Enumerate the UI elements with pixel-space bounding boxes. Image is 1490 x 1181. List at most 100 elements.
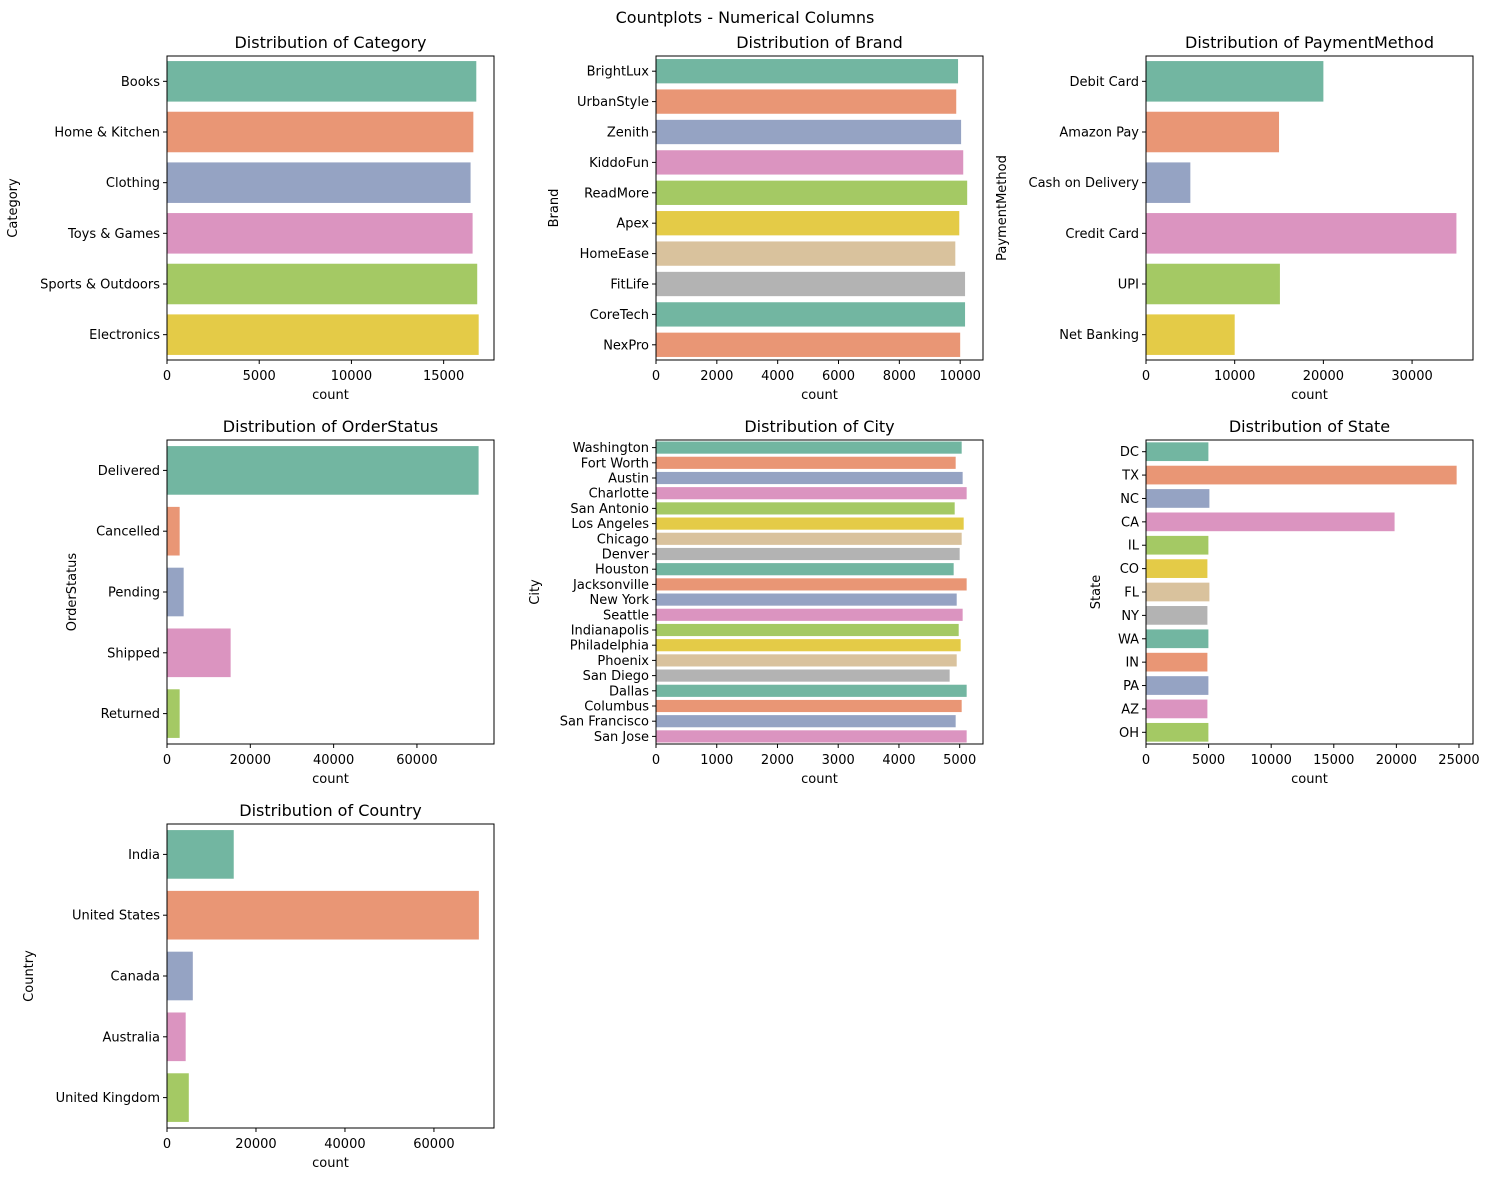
y-tick-label: Cancelled	[96, 525, 160, 540]
bar	[167, 830, 234, 879]
axes-frame	[655, 55, 984, 361]
bar	[656, 332, 961, 357]
y-axis-label: PaymentMethod	[995, 155, 1010, 261]
x-axis-label: count	[1291, 772, 1328, 787]
x-tick-label: 30000	[1391, 369, 1432, 384]
x-tick-label: 10000	[1214, 369, 1255, 384]
bar	[1146, 722, 1209, 742]
y-axis-label: State	[1089, 575, 1104, 609]
x-tick-label: 40000	[324, 1137, 365, 1152]
y-tick-label: IN	[1125, 656, 1139, 671]
bar	[1146, 111, 1280, 153]
axes-frame	[166, 55, 495, 361]
bar	[1146, 314, 1235, 355]
y-tick-label: UPI	[1118, 278, 1139, 293]
x-axis-label: count	[312, 388, 349, 403]
y-tick-label: Jacksonville	[572, 578, 649, 593]
x-tick-label: 0	[163, 369, 171, 384]
bar	[656, 502, 955, 515]
bar	[1146, 535, 1209, 555]
y-tick-label: Net Banking	[1059, 328, 1139, 343]
axes-frame	[166, 823, 495, 1129]
x-tick-label: 10000	[1251, 753, 1292, 768]
x-tick-label: 20000	[1303, 369, 1344, 384]
y-tick-label: CoreTech	[590, 308, 649, 323]
bar	[656, 487, 967, 500]
y-tick-label: Seattle	[603, 608, 649, 623]
x-tick-label: 5000	[243, 369, 276, 384]
bar	[167, 628, 231, 678]
y-axis-label: Brand	[547, 189, 562, 228]
x-tick-label: 0	[1142, 369, 1150, 384]
y-tick-label: Returned	[101, 707, 160, 722]
bar	[167, 951, 193, 1001]
x-tick-label: 0	[1142, 753, 1150, 768]
bar	[1146, 582, 1210, 602]
bar	[167, 567, 184, 617]
y-tick-label: San Diego	[583, 669, 649, 684]
x-axis-label: count	[312, 1156, 349, 1171]
y-tick-label: Sports & Outdoors	[40, 278, 160, 293]
bar	[656, 730, 967, 743]
x-tick-label: 8000	[883, 369, 916, 384]
axes-frame	[1145, 439, 1474, 745]
axes-frame	[166, 439, 495, 745]
bar	[656, 639, 961, 652]
bar	[167, 1012, 186, 1062]
x-tick-label: 0	[163, 753, 171, 768]
bar	[656, 471, 963, 485]
bar	[1146, 263, 1280, 305]
x-tick-label: 4000	[882, 753, 915, 768]
y-tick-label: PA	[1123, 679, 1139, 694]
y-tick-label: Pending	[108, 586, 160, 601]
y-tick-label: Philadelphia	[570, 639, 649, 654]
bar	[656, 699, 962, 713]
y-tick-label: Washington	[573, 441, 649, 456]
bar	[656, 59, 959, 84]
y-tick-label: Apex	[616, 217, 649, 232]
y-axis-label: City	[528, 579, 543, 605]
bar	[656, 517, 964, 530]
bar	[656, 89, 957, 114]
y-tick-label: FL	[1124, 586, 1139, 601]
bar	[167, 61, 477, 102]
x-tick-label: 10000	[940, 369, 981, 384]
y-tick-label: Cash on Delivery	[1029, 176, 1140, 191]
y-tick-label: ReadMore	[584, 186, 649, 201]
bar	[1146, 629, 1209, 649]
x-tick-label: 15000	[1313, 753, 1354, 768]
bar	[167, 213, 473, 254]
y-tick-label: Delivered	[98, 464, 160, 479]
y-tick-label: Houston	[595, 563, 649, 578]
bar	[167, 506, 180, 556]
bar	[1146, 652, 1208, 672]
bar	[1146, 559, 1208, 578]
bar	[1146, 213, 1457, 254]
x-tick-label: 20000	[1376, 753, 1417, 768]
x-axis-label: count	[1291, 388, 1328, 403]
bar	[1146, 512, 1395, 532]
y-tick-label: AZ	[1121, 702, 1139, 717]
bar	[656, 593, 957, 606]
y-tick-label: HomeEase	[580, 247, 649, 262]
y-tick-label: BrightLux	[587, 65, 650, 80]
subplot-brand: BrightLux UrbanStyle Zenith KiddoFun ReadMor…	[547, 33, 984, 403]
y-tick-label: Columbus	[584, 700, 649, 715]
bar	[656, 547, 960, 561]
figure-suptitle: Countplots - Numerical Columns	[615, 8, 875, 27]
subplot-title: Distribution of State	[1229, 417, 1390, 436]
subplot-title: Distribution of PaymentMethod	[1185, 33, 1434, 52]
y-tick-label: San Jose	[594, 730, 649, 745]
bar	[656, 119, 962, 145]
y-tick-label: Electronics	[89, 328, 160, 343]
y-tick-label: Amazon Pay	[1059, 126, 1139, 141]
y-tick-label: Home & Kitchen	[54, 126, 160, 141]
bar	[656, 578, 967, 591]
bar	[656, 456, 956, 469]
bar	[656, 241, 956, 266]
subplot-title: Distribution of Country	[239, 801, 422, 820]
y-tick-label: Clothing	[106, 176, 160, 191]
y-tick-label: Dallas	[609, 684, 649, 699]
bar	[167, 162, 471, 203]
y-tick-label: San Francisco	[560, 715, 649, 730]
